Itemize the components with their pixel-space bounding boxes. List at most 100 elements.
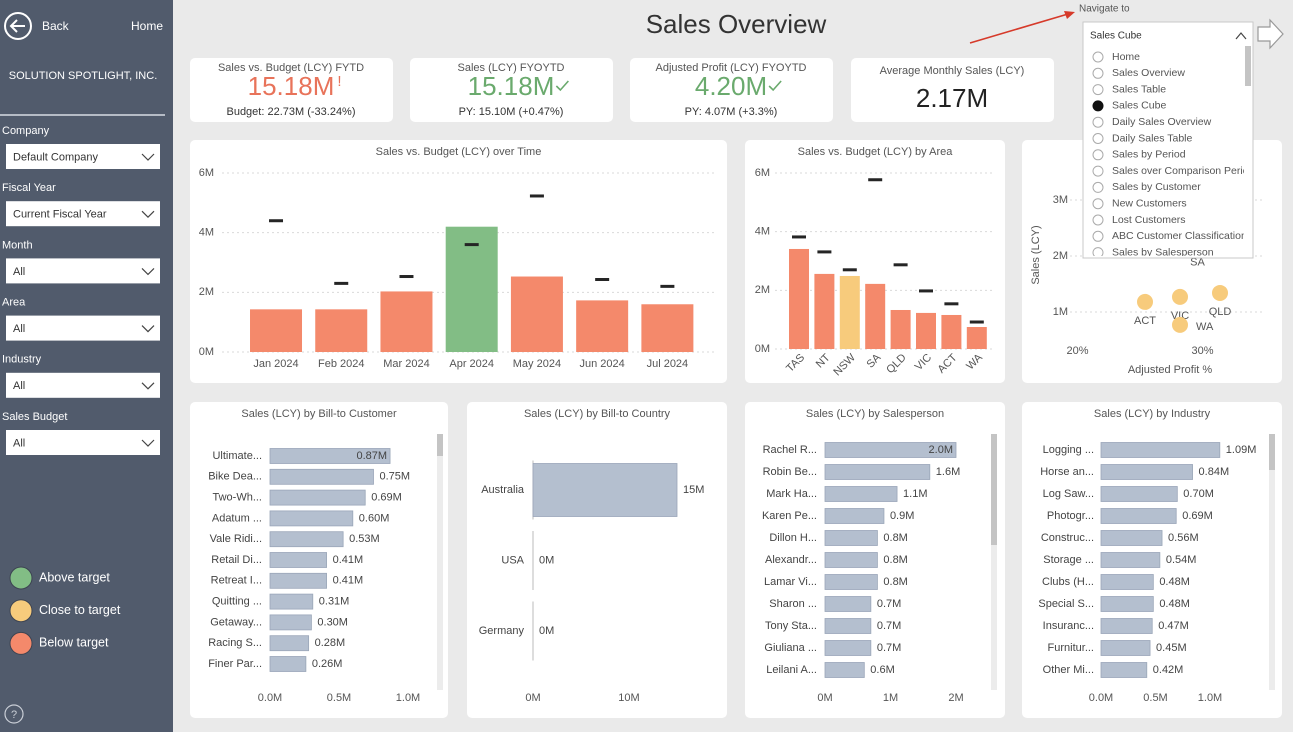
value-label: 2.0M [929,444,953,456]
kpi-value: 4.20M [695,71,767,101]
point-label: WA [1196,321,1214,333]
bar [941,314,962,349]
nav-option[interactable]: Sales by Period [1092,149,1186,161]
next-page-icon[interactable] [1257,18,1284,50]
radio [1092,230,1104,242]
filter-dropdown[interactable]: All [6,258,160,284]
scroll-thumb[interactable] [991,434,997,545]
nav-option[interactable]: Sales by Customer [1092,181,1201,193]
point-label: ACT [1134,315,1156,327]
x-tick-label: 0.5M [1143,692,1167,704]
filter-label: Fiscal Year [2,182,56,194]
point-label: QLD [1209,306,1232,318]
category-label: Insuranc... [1043,620,1094,632]
bar [865,283,886,349]
kpi-value: 15.18M [468,71,555,101]
nav-option[interactable]: Sales over Comparison Period [1092,165,1255,177]
budget-marker [944,302,959,306]
kpi-card [851,58,1054,122]
category-label: Retreat I... [211,575,262,587]
nav-option[interactable]: Sales Cube [1092,100,1166,112]
budget-marker [868,178,883,182]
option-label: Sales by Period [1112,149,1186,161]
budget-marker [529,194,544,198]
filter-dropdown[interactable]: Default Company [6,144,160,169]
scroll-thumb[interactable] [1269,434,1275,470]
filter-dropdown[interactable]: All [6,315,160,341]
budget-marker [595,278,610,282]
home-link[interactable]: Home [131,19,163,33]
bar [1100,596,1154,612]
filter-dropdown[interactable]: All [6,372,160,398]
category-label: Robin Be... [763,466,817,478]
scroll-thumb[interactable] [437,434,443,456]
value-label: 0.69M [371,492,402,504]
scroll-track[interactable] [437,434,443,690]
bar [824,640,872,656]
bar [1100,530,1163,546]
value-label: 0.87M [356,450,387,462]
back-button[interactable]: Back [4,12,70,40]
nav-option[interactable]: Daily Sales Overview [1092,116,1212,128]
nav-option[interactable]: Lost Customers [1092,214,1186,226]
help-button[interactable]: ? [4,704,24,724]
kpi-subtitle: PY: 4.07M (+3.3%) [685,106,778,118]
bar [839,275,860,349]
legend-label: Above target [39,570,110,584]
filter-chevron [141,153,155,161]
value-label: 0.28M [315,637,346,649]
bar [269,468,374,485]
filter-value: Default Company [13,151,98,163]
category-label: Clubs (H... [1042,576,1094,588]
nav-option[interactable]: Home [1092,51,1140,63]
category-label: Alexandr... [765,554,817,566]
value-label: 0.26M [312,658,343,670]
budget-marker [919,289,933,293]
filter-value: All [13,323,25,335]
scatter-point [1172,288,1188,305]
filter-dropdown[interactable]: Current Fiscal Year [6,201,160,227]
nav-option[interactable]: Sales Table [1092,83,1166,96]
filter-label: Industry [2,354,42,366]
scroll-track[interactable] [991,434,997,690]
x-tick-label: 0.5M [327,692,351,704]
y-tick-label: 0M [755,343,770,355]
bar [269,614,312,631]
x-tick-label: Mar 2024 [383,358,429,370]
value-label: 0.7M [877,620,901,632]
bar [1100,552,1161,568]
category-label: Quitting ... [212,596,262,608]
radio [1092,84,1104,96]
category-label: Photogr... [1047,510,1094,522]
nav-option[interactable]: Sales Overview [1092,67,1185,79]
bar [269,510,354,527]
category-label: Sharon ... [769,598,817,610]
bar [916,312,936,349]
nav-option[interactable]: Sales by Salesperson [1092,246,1214,258]
value-label: 0.56M [1168,532,1199,544]
category-label: Construc... [1041,532,1094,544]
option-label: New Customers [1112,197,1187,209]
value-label: 0.8M [883,576,907,588]
category-label: Log Saw... [1043,488,1094,500]
filter-value: Current Fiscal Year [13,209,107,221]
navigator-dropdown[interactable]: Sales Cube Home Sales Overview Sales Table… [1082,21,1255,259]
bar [1100,662,1148,678]
content: Company Default Company Fiscal Year Current… [2,58,1282,718]
value-label: 1.6M [936,466,960,478]
sidebar [0,0,173,732]
y-tick-label: 0M [199,346,214,358]
category-label: Mark Ha... [766,488,817,500]
category-label: Special S... [1038,598,1094,610]
dropdown-chevron [1235,32,1247,40]
scroll-track[interactable] [1269,434,1275,690]
filter-dropdown[interactable]: All [6,430,160,455]
dropdown-scrollbar[interactable] [1245,46,1251,86]
nav-option[interactable]: Daily Sales Table [1092,132,1193,144]
chart-title: Sales (LCY) by Bill-to Country [524,408,671,420]
nav-option[interactable]: ABC Customer Classification [1092,230,1247,242]
budget-marker [792,235,806,239]
kpi-card [190,58,393,122]
chart-card [745,140,1005,383]
nav-option[interactable]: New Customers [1092,197,1187,209]
